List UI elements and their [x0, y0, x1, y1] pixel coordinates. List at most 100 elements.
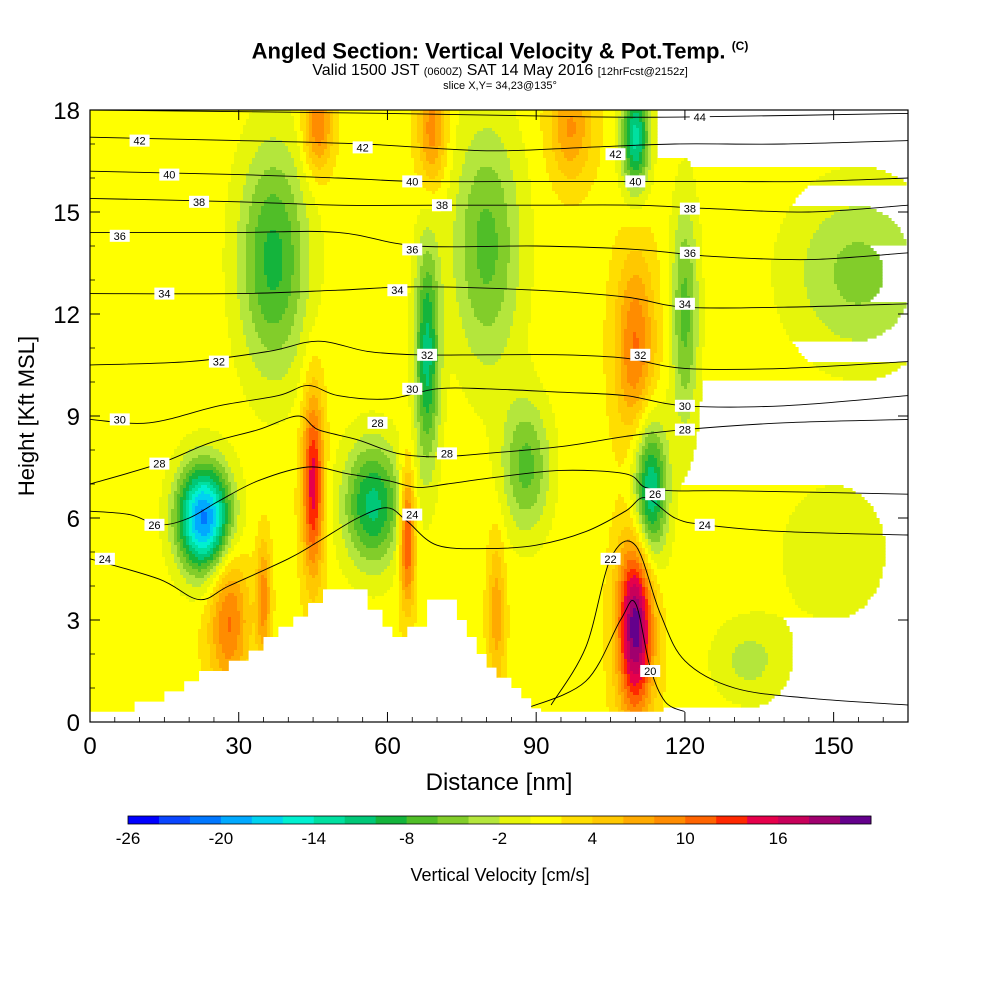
velocity-cell: [699, 281, 706, 285]
velocity-cell: [243, 125, 295, 129]
velocity-cell: [813, 233, 904, 237]
velocity-cell: [654, 179, 676, 183]
velocity-cell: [696, 275, 703, 279]
velocity-cell: [303, 410, 307, 414]
velocity-cell: [333, 119, 340, 123]
velocity-cell: [408, 302, 415, 306]
velocity-cell: [441, 269, 454, 273]
velocity-cell: [90, 431, 193, 435]
velocity-cell: [612, 257, 628, 261]
velocity-cell: [504, 290, 517, 294]
velocity-cell: [771, 284, 805, 288]
velocity-cell: [249, 293, 259, 297]
velocity-cell: [294, 122, 301, 126]
velocity-cell: [291, 365, 304, 369]
velocity-cell: [630, 170, 643, 174]
velocity-cell: [249, 302, 259, 306]
velocity-cell: [315, 461, 319, 465]
velocity-cell: [654, 311, 664, 315]
velocity-cell: [531, 194, 559, 198]
velocity-cell: [330, 128, 334, 132]
velocity-cell: [558, 428, 610, 432]
velocity-cell: [639, 113, 643, 117]
velocity-cell: [627, 287, 646, 291]
velocity-cell: [699, 296, 706, 300]
velocity-cell: [252, 194, 271, 198]
velocity-cell: [615, 371, 622, 375]
velocity-cell: [318, 386, 328, 390]
velocity-cell: [669, 293, 673, 297]
velocity-cell: [321, 446, 325, 450]
velocity-cell: [420, 242, 439, 246]
velocity-cell: [471, 191, 505, 195]
velocity-cell: [648, 413, 679, 417]
velocity-cell: [630, 152, 640, 156]
velocity-cell: [408, 323, 415, 327]
velocity-cell: [606, 410, 619, 414]
velocity-cell: [516, 185, 532, 189]
velocity-cell: [630, 143, 634, 147]
velocity-cell: [552, 407, 607, 411]
velocity-cell: [417, 446, 424, 450]
velocity-cell: [432, 425, 436, 429]
velocity-cell: [303, 200, 316, 204]
velocity-cell: [513, 434, 538, 438]
velocity-cell: [423, 416, 433, 420]
velocity-cell: [426, 131, 436, 135]
velocity-cell: [213, 479, 220, 483]
velocity-cell: [657, 479, 661, 483]
velocity-cell: [327, 110, 334, 114]
velocity-cell: [330, 440, 340, 444]
velocity-cell: [411, 284, 415, 288]
velocity-cell: [672, 338, 679, 342]
velocity-cell: [651, 167, 655, 171]
velocity-cell: [438, 188, 448, 192]
velocity-cell: [456, 137, 475, 141]
velocity-cell: [444, 119, 451, 123]
velocity-cell: [411, 479, 415, 483]
velocity-cell: [426, 431, 430, 435]
velocity-cell: [408, 329, 415, 333]
velocity-cell: [411, 410, 415, 414]
velocity-cell: [696, 185, 808, 189]
velocity-cell: [303, 443, 307, 447]
velocity-cell: [600, 161, 616, 165]
velocity-cell: [390, 479, 397, 483]
velocity-cell: [354, 446, 394, 450]
velocity-cell: [414, 335, 418, 339]
velocity-cell: [312, 191, 433, 195]
velocity-cell: [576, 128, 586, 132]
velocity-cell: [222, 476, 229, 480]
velocity-cell: [297, 434, 304, 438]
velocity-cell: [552, 182, 595, 186]
velocity-cell: [261, 143, 286, 147]
velocity-cell: [237, 260, 247, 264]
velocity-cell: [693, 230, 703, 234]
velocity-cell: [90, 269, 223, 273]
velocity-cell: [636, 461, 640, 465]
velocity-cell: [426, 275, 433, 279]
velocity-cell: [483, 422, 505, 426]
velocity-cell: [552, 410, 607, 414]
velocity-cell: [516, 287, 532, 291]
velocity-cell: [615, 326, 622, 330]
velocity-cell: [639, 398, 646, 402]
velocity-cell: [510, 404, 535, 408]
velocity-cell: [306, 110, 310, 114]
velocity-cell: [255, 248, 265, 252]
velocity-cell: [90, 179, 232, 183]
velocity-cell: [441, 398, 448, 402]
velocity-cell: [441, 260, 454, 264]
velocity-cell: [90, 338, 232, 342]
velocity-cell: [519, 224, 535, 228]
velocity-cell: [672, 362, 679, 366]
velocity-cell: [264, 254, 283, 258]
velocity-cell: [660, 449, 664, 453]
velocity-cell: [420, 470, 433, 474]
velocity-cell: [327, 461, 337, 465]
velocity-cell: [417, 410, 421, 414]
velocity-cell: [312, 326, 409, 330]
velocity-cell: [558, 194, 589, 198]
velocity-cell: [414, 299, 418, 303]
velocity-cell: [228, 335, 247, 339]
